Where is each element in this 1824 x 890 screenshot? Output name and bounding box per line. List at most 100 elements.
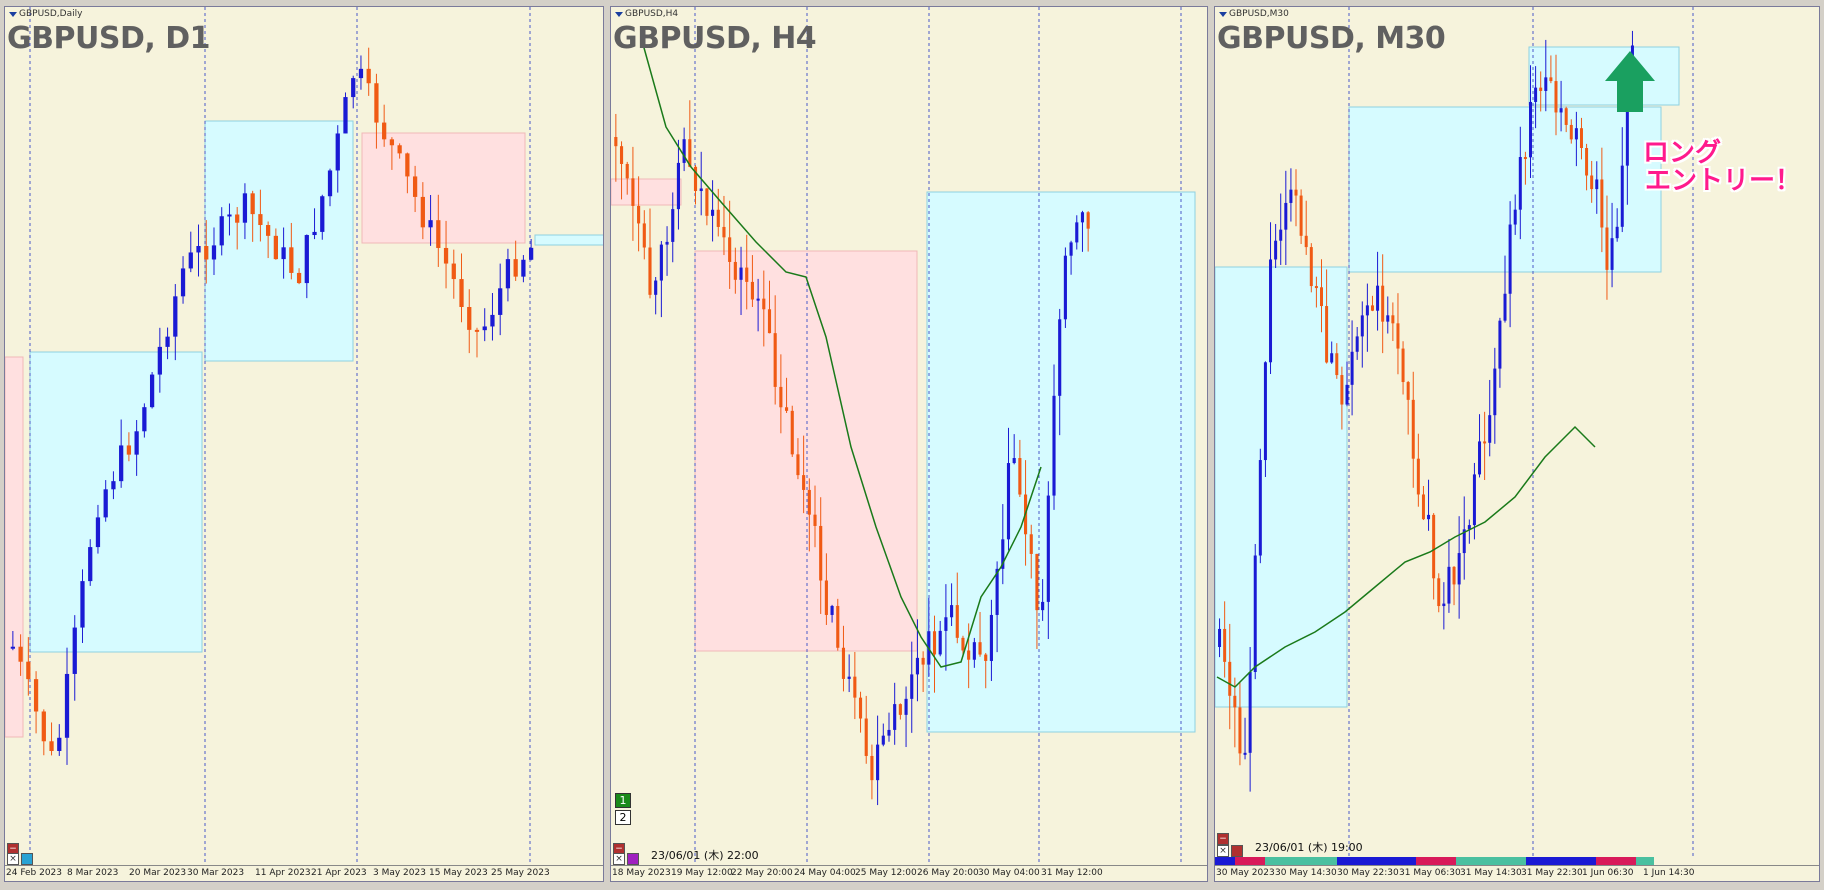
candle-body [1001, 539, 1005, 569]
candle-body [119, 445, 124, 482]
candle-body [1523, 157, 1527, 160]
candle-body [335, 133, 340, 171]
candle-body [95, 517, 101, 548]
candle-body [1012, 458, 1016, 464]
chart-window-daily[interactable]: GBPUSD,Daily GBPUSD, D1 − × 24 Feb 2023 8… [4, 6, 604, 882]
candle-body [1498, 320, 1502, 369]
candle-body [296, 272, 302, 284]
color-toggle-button[interactable] [627, 853, 639, 865]
candle-body [1228, 661, 1232, 696]
candle-body [784, 407, 789, 411]
candle-body [915, 657, 920, 675]
chart-window-label: GBPUSD,Daily [9, 9, 82, 19]
long-entry-annotation: ロング エントリー！ [1643, 138, 1802, 196]
candle-body [397, 145, 402, 154]
chart-canvas-m30[interactable] [1215, 7, 1820, 882]
candle-body [459, 279, 464, 307]
candle-body [505, 259, 511, 289]
candle-body [881, 735, 885, 745]
candle-body [676, 162, 681, 210]
candle-body [1243, 752, 1247, 755]
time-axis-label: 31 May 22:30 [1521, 868, 1583, 878]
candle-body [693, 166, 698, 192]
candle-body [1069, 242, 1073, 256]
candle-body [451, 263, 456, 280]
time-axis-label: 31 May 06:30 [1399, 868, 1461, 878]
candle-body [1325, 306, 1329, 363]
color-toggle-button[interactable] [1231, 845, 1243, 857]
color-toggle-button[interactable] [21, 853, 33, 865]
candle-body [1006, 463, 1011, 540]
candle-body [312, 231, 317, 236]
cursor-timestamp: 23/06/01 (木) 22:00 [651, 849, 759, 862]
zone-rect [926, 191, 1196, 733]
candle-body [1452, 566, 1456, 585]
time-axis-label: 20 Mar 2023 [129, 868, 187, 878]
layer-1-button[interactable]: 1 [615, 793, 631, 808]
chart-window-m30[interactable]: GBPUSD,M30 GBPUSD, M30 ロング エントリー！ − × 23… [1214, 6, 1820, 882]
candle-body [1052, 395, 1056, 496]
candle-body [1365, 305, 1369, 316]
candle-body [412, 176, 418, 197]
candle-body [157, 346, 162, 375]
layer-2-button[interactable]: 2 [615, 810, 631, 825]
close-button[interactable]: × [7, 853, 19, 865]
session-segment [1264, 857, 1337, 865]
candle-body [1391, 315, 1395, 324]
candle-body [180, 268, 186, 297]
candle-body [995, 568, 999, 615]
dropdown-icon[interactable] [1219, 11, 1227, 17]
close-button[interactable]: × [613, 853, 625, 865]
zone-rect [534, 234, 603, 246]
candle-body [938, 630, 942, 655]
candle-body [474, 329, 480, 332]
candle-body [619, 146, 624, 164]
candle-body [1335, 353, 1339, 376]
session-segment [1416, 857, 1457, 865]
candle-body [756, 298, 760, 301]
candle-body [836, 605, 840, 648]
time-axis-label: 21 Apr 2023 [311, 868, 367, 878]
chart-symbol-title: GBPUSD, M30 [1217, 21, 1446, 56]
close-button[interactable]: × [1217, 845, 1229, 857]
candle-body [950, 605, 954, 618]
candle-body [1274, 240, 1278, 260]
time-axis-label: 24 Feb 2023 [6, 868, 63, 878]
candle-body [41, 711, 46, 742]
dropdown-icon[interactable] [615, 11, 623, 17]
time-axis-label: 30 Mar 2023 [187, 868, 245, 878]
candle-body [126, 445, 132, 455]
candle-body [876, 744, 880, 781]
candle-body [1518, 157, 1522, 210]
candle-body [1432, 514, 1436, 579]
candle-body [103, 489, 108, 518]
candle-body [1401, 348, 1405, 383]
time-axis-label: 1 Jun 06:30 [1582, 868, 1634, 878]
dropdown-icon[interactable] [9, 11, 17, 17]
candle-body [64, 673, 70, 738]
candle-body [932, 631, 937, 655]
chart-window-h4[interactable]: GBPUSD,H4 GBPUSD, H4 1 2 − × 23/06/01 (木… [610, 6, 1208, 882]
candle-body [281, 247, 286, 260]
time-axis-label: 15 May 2023 [429, 868, 488, 878]
candle-body [57, 737, 62, 751]
candle-body [887, 729, 891, 736]
session-segment [1456, 857, 1526, 865]
candle-body [1063, 255, 1067, 320]
candle-body [304, 235, 309, 284]
minimize-button[interactable]: − [1217, 833, 1229, 845]
chart-canvas-daily[interactable] [5, 7, 604, 882]
candle-body [1539, 87, 1543, 91]
candle-body [165, 336, 170, 347]
candle-body [250, 193, 255, 215]
candle-body [1503, 293, 1507, 321]
candle-body [967, 650, 971, 660]
candle-body [1544, 77, 1548, 91]
candle-body [1238, 707, 1242, 754]
candle-body [204, 246, 209, 260]
chart-canvas-h4[interactable] [611, 7, 1208, 882]
zone-rect [1528, 46, 1680, 106]
candle-body [196, 246, 201, 253]
candle-body [750, 281, 754, 300]
candle-body [1620, 165, 1624, 227]
